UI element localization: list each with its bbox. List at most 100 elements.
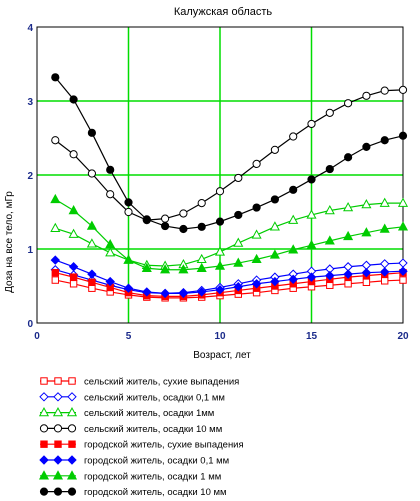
data-point (87, 128, 97, 137)
data-point (398, 85, 408, 95)
data-point (251, 253, 262, 264)
data-point (270, 145, 279, 154)
data-point (288, 214, 299, 224)
data-point (87, 269, 97, 279)
grid (37, 27, 403, 323)
data-point (215, 217, 225, 226)
x-tick-label: 20 (397, 331, 409, 342)
data-point (215, 187, 225, 196)
legend-marker (39, 392, 49, 402)
legend-item: городской житель, сухие выпадения (40, 440, 244, 451)
data-point (252, 203, 261, 212)
x-tick-label: 10 (214, 331, 226, 342)
data-point (51, 276, 59, 284)
legend-marker (40, 377, 48, 385)
data-point (105, 239, 116, 249)
data-point (379, 223, 390, 233)
legend-label: городской житель, осадки 0,1 мм (84, 456, 229, 467)
series-3 (50, 197, 409, 270)
legend-label: городской житель, осадки 1 мм (84, 471, 221, 482)
legend-marker (53, 455, 63, 465)
series-6 (50, 255, 408, 299)
data-point (105, 276, 115, 287)
data-point (380, 86, 389, 95)
legend-label: сельский житель, осадки 10 мм (84, 424, 222, 435)
legend-label: сельский житель, сухие выпадения (84, 377, 239, 388)
data-point (197, 222, 206, 231)
data-point (362, 91, 371, 100)
legend-marker (39, 487, 49, 496)
series-1 (51, 276, 407, 302)
data-point (343, 202, 354, 212)
data-point (86, 238, 97, 248)
legend-item: городской житель, осадки 1 мм (38, 470, 221, 482)
data-point (196, 253, 207, 264)
legend-marker (66, 407, 78, 417)
series-8 (51, 73, 408, 234)
data-point (161, 214, 170, 223)
legend-marker (67, 455, 77, 465)
data-point (324, 235, 335, 245)
data-point (179, 224, 188, 234)
data-point (106, 165, 115, 174)
legend-label: городской житель, сухие выпадения (84, 440, 244, 451)
data-point (68, 204, 79, 215)
y-tick-label: 3 (27, 97, 33, 108)
series-line (54, 76, 404, 230)
data-point (196, 287, 207, 297)
data-point (344, 280, 352, 288)
legend-item: сельский житель, сухие выпадения (40, 377, 239, 388)
legend-marker (38, 470, 50, 480)
data-point (214, 260, 226, 270)
legend-item: городской житель, осадки 0,1 мм (39, 455, 229, 467)
data-point (343, 269, 353, 279)
data-point (379, 259, 390, 269)
legend-marker (54, 377, 62, 385)
legend: сельский житель, сухие выпадения сельский… (38, 377, 244, 498)
data-point (50, 255, 61, 265)
legend-item: городской житель, осадки 10 мм (39, 487, 227, 498)
data-point (379, 267, 390, 277)
series-7 (50, 193, 409, 274)
data-point (69, 150, 78, 159)
data-point (51, 136, 60, 145)
data-point (288, 274, 298, 285)
data-point (142, 215, 151, 224)
legend-marker (68, 440, 76, 448)
data-point (381, 277, 389, 285)
y-tick-label: 4 (27, 23, 33, 34)
data-point (142, 287, 152, 297)
legend-marker (53, 424, 63, 433)
legend-item: сельский житель, осадки 1мм (38, 407, 214, 419)
data-point (124, 207, 133, 217)
series-line (55, 202, 403, 267)
data-point (123, 254, 134, 264)
data-point (234, 210, 243, 220)
chart-title: Калужская область (174, 6, 273, 18)
y-tick-label: 2 (27, 171, 33, 182)
data-point (50, 193, 61, 204)
data-point (362, 142, 371, 151)
data-point (324, 204, 335, 215)
data-point (270, 276, 280, 287)
legend-marker (67, 392, 77, 402)
data-point (141, 262, 152, 272)
x-tick-label: 0 (34, 331, 40, 342)
series-4 (51, 85, 408, 225)
y-tick-label: 0 (27, 319, 33, 330)
data-point (306, 209, 317, 219)
data-point (398, 266, 408, 276)
data-point (123, 283, 134, 293)
data-point (361, 227, 372, 237)
data-point (106, 190, 115, 199)
data-point (87, 169, 97, 178)
data-point (86, 220, 97, 230)
legend-item: сельский житель, осадки 10 мм (39, 424, 222, 435)
data-point (233, 257, 244, 267)
data-point (343, 230, 354, 241)
legend-marker (52, 407, 64, 417)
data-point (397, 197, 409, 207)
y-tick-label: 1 (27, 245, 33, 256)
data-point (105, 247, 116, 257)
